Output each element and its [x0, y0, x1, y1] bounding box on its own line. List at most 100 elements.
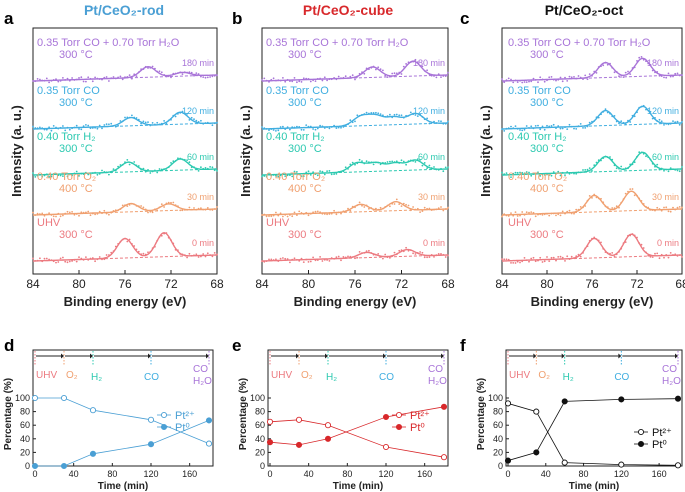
- data-point: [328, 260, 331, 262]
- data-point: [349, 255, 352, 258]
- data-point: [197, 170, 200, 172]
- arrow-head: [296, 353, 299, 359]
- data-point: [539, 175, 542, 177]
- data-point: [333, 209, 335, 212]
- data-point: [216, 121, 218, 124]
- timeline-label-h2o: H₂O: [428, 376, 447, 387]
- data-point: [447, 254, 449, 257]
- data-point: [75, 260, 78, 263]
- data-point: [414, 161, 417, 163]
- data-point: [204, 76, 207, 79]
- legend-marker: [637, 428, 645, 436]
- data-point: [681, 121, 683, 123]
- data-point: [211, 124, 214, 127]
- data-point: [186, 256, 189, 259]
- data-point: [615, 205, 618, 208]
- data-point: [101, 212, 103, 215]
- data-point: [430, 121, 433, 124]
- data-point: [48, 81, 50, 84]
- data-point: [105, 76, 108, 78]
- data-point: [368, 161, 370, 164]
- data-point: [55, 78, 57, 81]
- data-point: [525, 211, 528, 214]
- data-point: [323, 76, 326, 79]
- data-point: [365, 111, 368, 114]
- data-point: [629, 188, 632, 191]
- data-point: [186, 159, 189, 162]
- data-point: [117, 243, 119, 245]
- data-point: [541, 78, 544, 81]
- data-point: [548, 214, 551, 217]
- data-point: [435, 76, 438, 79]
- data-point: [665, 76, 668, 79]
- data-point: [402, 250, 405, 253]
- data-point: [147, 251, 149, 254]
- data-point: [588, 121, 591, 124]
- data-point: [365, 67, 368, 70]
- data-point: [568, 172, 571, 175]
- data-point: [312, 171, 314, 174]
- condition-label: 0.35 Torr CO + 0.70 Torr H₂O: [266, 37, 409, 49]
- data-point: [131, 202, 133, 205]
- data-point: [579, 171, 582, 174]
- data-point: [335, 78, 338, 81]
- data-point: [48, 212, 50, 215]
- data-point: [351, 256, 354, 258]
- data-point: [555, 127, 557, 129]
- data-point: [186, 112, 189, 115]
- data-point: [85, 211, 87, 214]
- data-point: [561, 256, 564, 259]
- data-point: [591, 237, 593, 240]
- data-point: [557, 170, 560, 173]
- data-point: [291, 175, 294, 178]
- data-point: [344, 166, 347, 169]
- data-point: [181, 110, 184, 113]
- data-point: [272, 77, 275, 80]
- data-point: [372, 65, 375, 68]
- data-point: [647, 254, 650, 257]
- data-point: [289, 214, 291, 216]
- data-point: [530, 174, 533, 177]
- time-label: 30 min: [187, 192, 214, 202]
- data-point: [351, 121, 354, 124]
- data-point: [96, 127, 99, 130]
- data-point: [163, 74, 166, 76]
- data-point: [595, 196, 598, 199]
- data-point: [351, 74, 354, 77]
- data-point: [627, 234, 629, 237]
- temperature-label: 300 °C: [530, 229, 564, 241]
- data-point: [177, 72, 179, 74]
- data-point: [174, 115, 177, 118]
- data-point: [435, 122, 438, 124]
- data-point: [566, 210, 569, 213]
- data-point: [45, 173, 48, 176]
- data-point: [349, 209, 352, 212]
- data-point: [167, 119, 170, 122]
- data-point: [663, 124, 665, 126]
- data-point: [140, 68, 143, 70]
- data-point: [66, 210, 69, 213]
- data-point: [440, 253, 442, 255]
- data-point: [289, 128, 291, 131]
- data-point: [89, 407, 97, 414]
- x-tick-label: 80: [72, 277, 86, 291]
- data-point: [400, 159, 403, 162]
- data-point: [405, 63, 407, 65]
- data-point: [330, 78, 333, 81]
- data-point: [503, 173, 506, 176]
- condition-label: UHV: [37, 217, 61, 229]
- data-point: [91, 212, 94, 215]
- data-point: [284, 214, 287, 216]
- data-point: [91, 127, 94, 129]
- data-point: [36, 78, 39, 80]
- data-point: [398, 71, 401, 74]
- data-point: [658, 168, 661, 171]
- data-point: [368, 249, 370, 252]
- data-point: [57, 174, 60, 177]
- data-point: [55, 126, 57, 129]
- data-point: [552, 256, 555, 259]
- data-point: [340, 259, 342, 262]
- legend-marker: [395, 423, 403, 431]
- data-point: [613, 164, 616, 167]
- data-point: [128, 204, 131, 206]
